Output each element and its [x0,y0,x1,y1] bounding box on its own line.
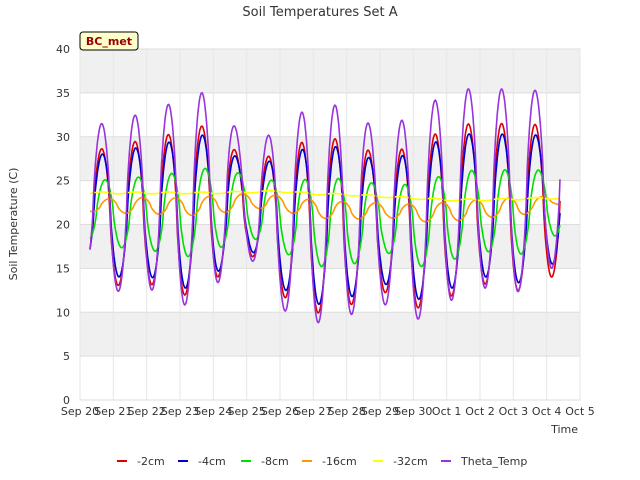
series-line-32cm [89,189,561,202]
y-tick-label: 30 [56,131,70,144]
chart-title: Soil Temperatures Set A [242,5,397,20]
legend: -2cm -4cm -8cm -16cm -32cm Theta_Temp [117,455,527,468]
x-tick-label: Sep 27 [294,405,332,418]
x-tick-label: Sep 21 [94,405,132,418]
plot-band [80,268,580,313]
x-tick-label: Sep 26 [261,405,299,418]
plot-band [80,356,580,400]
x-tick-label: Sep 25 [228,405,266,418]
y-tick-label: 20 [56,219,70,232]
x-tick-label: Oct 2 [465,405,495,418]
y-tick-label: 0 [63,394,70,407]
legend-label: -8cm [261,455,289,468]
legend-label: Theta_Temp [460,455,527,468]
legend-label: -32cm [393,455,428,468]
y-axis-label: Soil Temperature (C) [7,168,20,281]
legend-label: -16cm [322,455,357,468]
plot-band [80,49,580,93]
x-tick-label: Sep 20 [61,405,99,418]
x-tick-label: Oct 4 [532,405,562,418]
x-tick-label: Sep 22 [128,405,166,418]
y-axis-ticks: 0 5 10 15 20 25 30 35 40 [56,43,70,407]
series-line-16cm [89,192,560,223]
legend-label: -4cm [198,455,226,468]
x-tick-label: Oct 1 [432,405,462,418]
y-tick-label: 35 [56,87,70,100]
y-tick-label: 5 [63,350,70,363]
station-badge: BC_met [79,31,139,51]
x-axis-label: Time [550,423,578,436]
x-tick-label: Oct 5 [565,405,595,418]
series-lines [89,88,561,324]
x-tick-label: Oct 3 [499,405,529,418]
series-line-theta-temp [89,88,561,324]
y-tick-label: 25 [56,175,70,188]
plot-band [80,312,580,357]
station-label: BC_met [86,35,132,48]
x-tick-label: Sep 30 [394,405,432,418]
x-tick-label: Sep 28 [328,405,366,418]
x-tick-label: Sep 29 [361,405,399,418]
y-tick-label: 10 [56,306,70,319]
x-tick-label: Sep 23 [161,405,199,418]
y-tick-label: 40 [56,43,70,56]
x-tick-label: Sep 24 [194,405,232,418]
legend-label: -2cm [137,455,165,468]
y-tick-label: 15 [56,262,70,275]
